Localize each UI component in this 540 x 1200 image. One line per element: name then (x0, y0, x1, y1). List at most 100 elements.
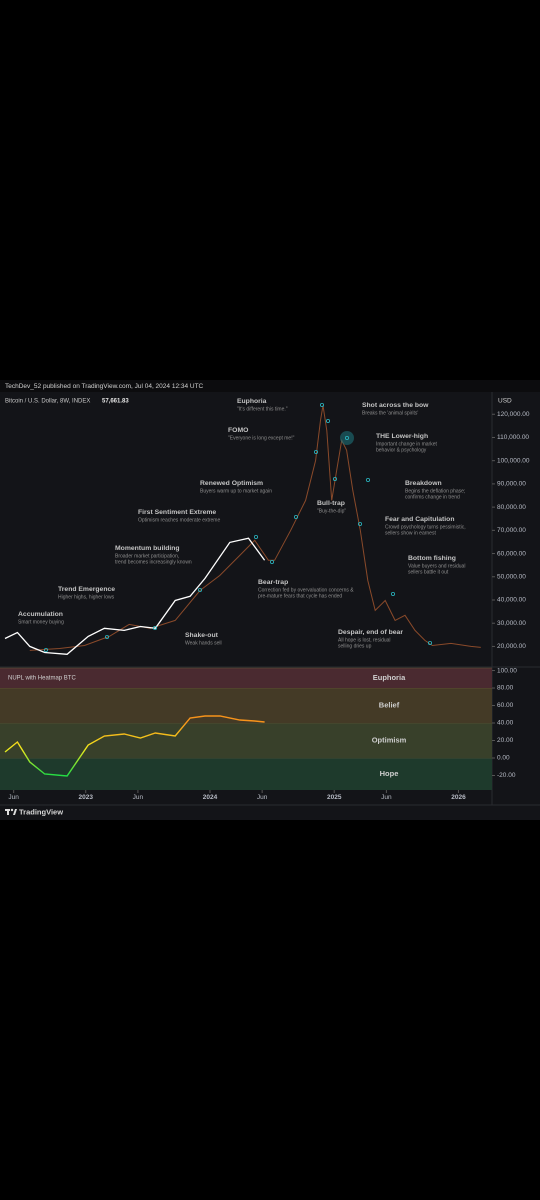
annotation-title: Accumulation (18, 611, 63, 618)
marker-dot (365, 477, 370, 482)
annotation-text: sellers show in earnest (385, 530, 436, 536)
annotation-text: trend becomes increasingly known (115, 559, 192, 565)
y-tick-label: 50,000.00 (497, 573, 526, 580)
x-tick-label: 2023 (78, 794, 93, 801)
annotation-title: Momentum building (115, 545, 180, 552)
header-text: TechDev_52 published on TradingView.com,… (5, 383, 204, 390)
annotation-title: Euphoria (237, 398, 267, 405)
marker-dot (319, 402, 324, 407)
annotation-text: Higher highs, higher lows (58, 594, 115, 600)
annotation-text: Weak hands sell (185, 640, 222, 646)
annotation-title: Fear and Capitulation (385, 516, 455, 523)
marker-dot (357, 522, 362, 527)
x-tick-label: 2024 (203, 794, 218, 801)
annotation-title: THE Lower-high (376, 433, 428, 440)
annotation-text: "It's different this time." (237, 406, 288, 412)
annotation-text: "Buy-the-dip" (317, 508, 346, 514)
annotation-text: Breaks the 'animal spirits' (362, 410, 418, 416)
y-tick-label: -20.00 (497, 772, 516, 779)
annotation-text: All hope is lost, residual (338, 637, 391, 643)
zone-label: Optimism (372, 735, 407, 744)
y-tick-label: 110,000.00 (497, 434, 529, 441)
zone (0, 668, 492, 689)
zone-label: Hope (380, 769, 399, 778)
annotation-title: First Sentiment Extreme (138, 509, 216, 516)
marker-dot (390, 592, 395, 597)
marker-dot (105, 635, 110, 640)
chart-title: NUPL with Heatmap BTC (8, 676, 76, 682)
marker-dot (325, 418, 330, 423)
marker-dot (293, 515, 298, 520)
zone-label: Belief (379, 701, 400, 710)
y-tick-label: 40,000.00 (497, 597, 526, 604)
y-tick-label: 0.00 (497, 755, 510, 762)
zone (0, 757, 492, 790)
annotation-title: Bull-trap (317, 500, 345, 507)
series-line (4, 537, 266, 655)
header-bar (0, 380, 540, 392)
annotation-text: Optimism reaches moderate extreme (138, 517, 220, 523)
y-tick-label: 90,000.00 (497, 481, 526, 488)
footer-brand: TradingView (19, 807, 63, 816)
annotation-text: Value buyers and residual (408, 563, 465, 569)
annotation-title: FOMO (228, 427, 248, 434)
marker-dot (332, 476, 337, 481)
highlight-glow (340, 431, 354, 445)
annotation-text: "Everyone is long except me!" (228, 435, 295, 441)
x-tick-label: Jun (257, 794, 268, 801)
zone (0, 723, 492, 758)
zone-label: Euphoria (373, 673, 406, 682)
x-tick-label: Jun (133, 794, 144, 801)
marker-dot (313, 449, 318, 454)
annotation-title: Shot across the bow (362, 402, 429, 409)
last-price: 57,661.83 (102, 399, 129, 405)
tv-logo (5, 808, 17, 815)
y-tick-label: 60,000.00 (497, 550, 526, 557)
series-line (29, 405, 481, 651)
zone (0, 688, 492, 724)
marker-dot (427, 641, 432, 646)
y-tick-label: 30,000.00 (497, 620, 526, 627)
annotation-title: Breakdown (405, 480, 442, 487)
annotation-text: Important change in market (376, 441, 437, 447)
axis-unit: USD (498, 398, 512, 405)
annotation-text: Buyers warm up to market again (200, 488, 272, 494)
series-line (4, 715, 265, 777)
annotation-text: pre-mature fears that cycle has ended (258, 593, 342, 599)
marker-dot (197, 588, 202, 593)
marker-dot (269, 560, 274, 565)
marker-dot (152, 626, 157, 631)
annotation-title: Bear-trap (258, 579, 288, 586)
annotation-text: Correction fed by overvaluation concerns… (258, 587, 354, 593)
y-tick-label: 40.00 (497, 720, 514, 727)
x-tick-label: 2026 (451, 794, 466, 801)
annotation-text: sellers battle it out (408, 569, 449, 575)
y-tick-label: 120,000.00 (497, 411, 530, 418)
annotation-title: Renewed Optimism (200, 480, 263, 487)
annotation-title: Despair, end of bear (338, 629, 403, 636)
annotation-text: Broader market participation, (115, 553, 179, 559)
y-tick-label: 60.00 (497, 702, 514, 709)
y-tick-label: 80.00 (497, 685, 514, 692)
annotation-title: Bottom fishing (408, 555, 456, 562)
annotation-text: behavior & psychology (376, 447, 427, 453)
x-tick-label: Jun (381, 794, 392, 801)
x-tick-label: 2025 (327, 794, 342, 801)
y-tick-label: 20.00 (497, 737, 514, 744)
annotation-text: Begins the deflation phase; (405, 488, 465, 494)
y-tick-label: 100,000.00 (497, 457, 530, 464)
marker-dot (344, 435, 349, 440)
marker-dot (44, 648, 49, 653)
annotation-text: Smart money buying (18, 619, 64, 625)
y-tick-label: 80,000.00 (497, 504, 526, 511)
y-tick-label: 70,000.00 (497, 527, 526, 534)
marker-dot (253, 535, 258, 540)
annotation-text: Crowd psychology turns pessimistic, (385, 524, 466, 530)
y-tick-label: 100.00 (497, 667, 517, 674)
y-tick-label: 20,000.00 (497, 643, 526, 650)
x-tick-label: Jun (8, 794, 19, 801)
annotation-text: selling dries up (338, 643, 372, 649)
annotation-text: confirms change in trend (405, 494, 460, 500)
